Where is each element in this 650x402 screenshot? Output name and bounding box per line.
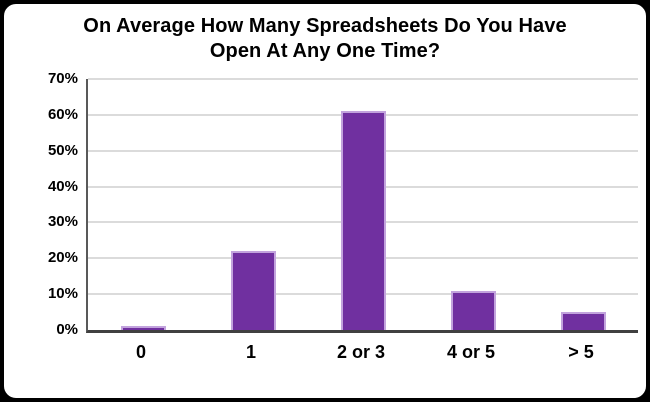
gridline-70: [88, 78, 638, 80]
x-tick-label-2-or-3: 2 or 3: [336, 342, 386, 362]
y-tick-label-50: 50%: [47, 141, 78, 159]
y-tick-label-20: 20%: [47, 249, 78, 267]
chart-title-line-1: On Average How Many Spreadsheets Do You …: [83, 15, 567, 37]
bar-2-or-3: [340, 111, 386, 330]
bar-4-or-5: [450, 290, 496, 330]
y-tick-label-70: 70%: [47, 70, 78, 87]
y-tick-label-40: 40%: [47, 177, 78, 195]
x-tick-label-1: 1: [245, 342, 256, 362]
y-tick-label-30: 30%: [47, 213, 78, 231]
y-tick-label-0: 0%: [56, 321, 78, 338]
chart-title-line-2: Open At Any One Time?: [209, 40, 441, 62]
chart-title: On Average How Many Spreadsheets Do You …: [4, 14, 646, 64]
y-tick-label-10: 10%: [47, 285, 78, 303]
x-tick-label->-5: > 5: [568, 342, 594, 362]
y-tick-label-60: 60%: [47, 105, 78, 123]
plot-area: [86, 78, 638, 333]
bar-0: [120, 326, 166, 330]
bar->-5: [560, 312, 606, 330]
x-tick-label-0: 0: [135, 342, 146, 362]
x-tick-label-4-or-5: 4 or 5: [446, 342, 496, 362]
bar-1: [230, 251, 276, 330]
